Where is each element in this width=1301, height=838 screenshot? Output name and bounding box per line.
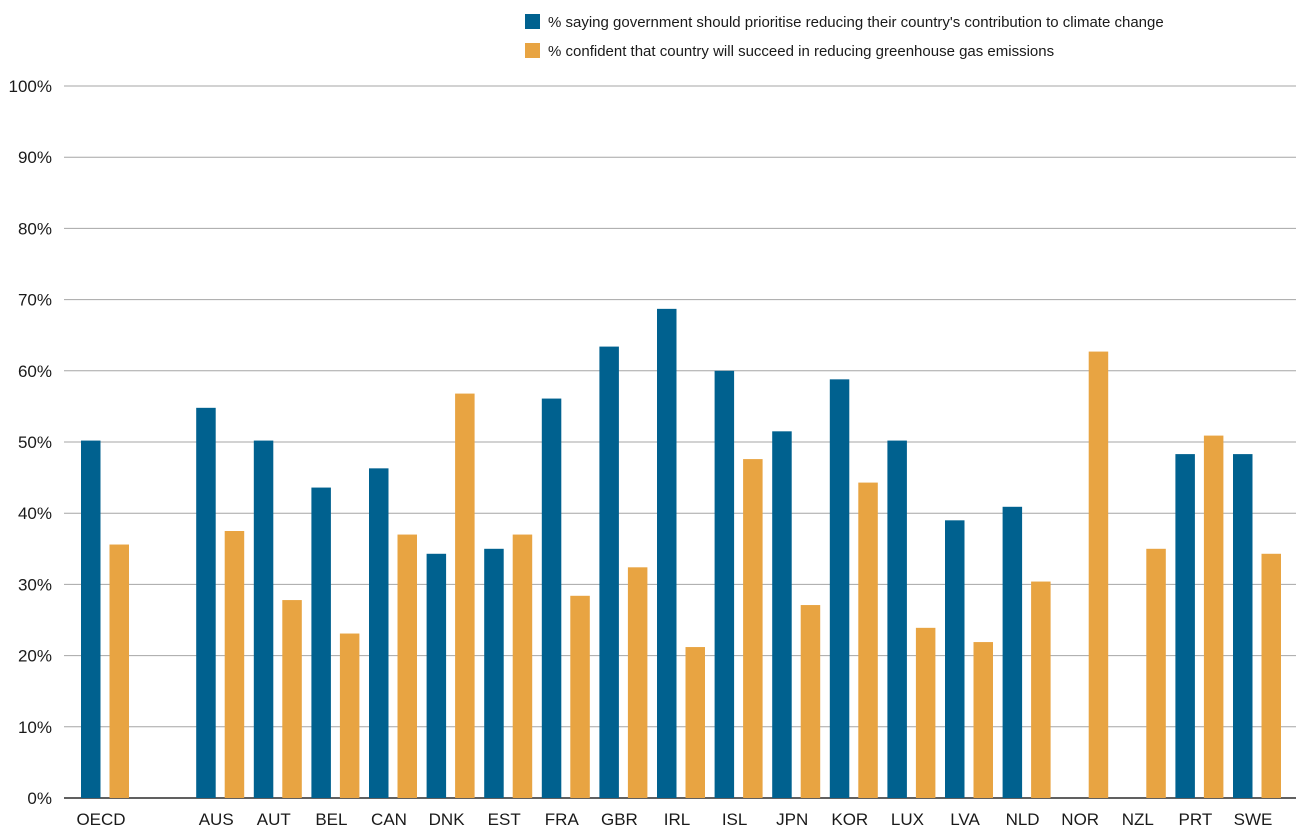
bar-series2-swe xyxy=(1261,553,1281,798)
x-tick-label: NLD xyxy=(1006,810,1040,829)
bars xyxy=(81,308,1281,798)
legend: % saying government should prioritise re… xyxy=(525,14,1164,60)
y-tick-label: 10% xyxy=(18,718,52,737)
bar-series2-nzl xyxy=(1146,548,1166,798)
x-tick-label: CAN xyxy=(371,810,407,829)
bar-series1-aus xyxy=(196,407,216,798)
bar-series1-dnk xyxy=(426,553,447,798)
x-tick-label: BEL xyxy=(315,810,347,829)
y-tick-label: 100% xyxy=(9,77,52,96)
bar-series1-lux xyxy=(887,440,907,798)
x-tick-label: LUX xyxy=(891,810,924,829)
x-tick-label: NZL xyxy=(1122,810,1154,829)
x-tick-label: JPN xyxy=(776,810,808,829)
bar-series2-nld xyxy=(1031,581,1051,798)
bar-series2-bel xyxy=(339,633,360,798)
bar-series2-dnk xyxy=(455,393,475,798)
bar-series2-aut xyxy=(282,600,302,798)
y-tick-label: 80% xyxy=(18,219,52,238)
x-tick-label: AUS xyxy=(199,810,234,829)
bar-series1-isl xyxy=(714,370,735,798)
legend-swatch-series2 xyxy=(525,43,540,58)
bar-series1-jpn xyxy=(772,431,792,798)
bar-series1-irl xyxy=(657,308,677,798)
x-tick-label: IRL xyxy=(664,810,690,829)
x-axis-category-labels: OECD AUS AUT BEL CAN DNK EST FRA GBR IRL ISL JPN KOR… xyxy=(76,810,1272,829)
bar-series1-prt xyxy=(1175,454,1195,798)
bar-series2-can xyxy=(397,534,417,798)
bar-series1-est xyxy=(484,548,504,798)
y-tick-label: 90% xyxy=(18,148,52,167)
bar-series1-aut xyxy=(253,440,274,798)
y-tick-label: 60% xyxy=(18,362,52,381)
bar-series2-prt xyxy=(1203,435,1224,798)
bar-series2-gbr xyxy=(627,567,648,798)
legend-swatch-series1 xyxy=(525,14,540,29)
bar-series2-jpn xyxy=(800,605,821,798)
bar-series2-nor xyxy=(1088,351,1109,798)
x-tick-label: DNK xyxy=(429,810,466,829)
bar-series2-oecd xyxy=(109,544,129,798)
bar-series2-fra xyxy=(570,595,590,798)
bar-series1-oecd xyxy=(81,440,101,798)
x-tick-label: EST xyxy=(488,810,521,829)
legend-label-series2: % confident that country will succeed in… xyxy=(548,43,1054,60)
bar-series2-irl xyxy=(685,647,705,798)
bar-series2-lva xyxy=(973,642,993,798)
y-tick-label: 70% xyxy=(18,291,52,310)
y-tick-label: 20% xyxy=(18,647,52,666)
bar-series1-swe xyxy=(1233,454,1253,798)
y-tick-label: 30% xyxy=(18,575,52,594)
bar-series2-est xyxy=(512,534,533,798)
x-tick-label: FRA xyxy=(545,810,580,829)
bar-series2-lux xyxy=(915,627,936,798)
bar-series1-nld xyxy=(1002,506,1023,798)
x-tick-label: LVA xyxy=(950,810,980,829)
bar-series2-isl xyxy=(743,459,763,798)
bar-series2-aus xyxy=(224,531,245,798)
y-axis-tick-labels: 0% 10% 20% 30% 40% 50% 60% 70% 80% 90% 100% xyxy=(9,77,52,808)
bar-series1-can xyxy=(369,468,389,798)
y-tick-label: 0% xyxy=(27,789,52,808)
x-tick-label: NOR xyxy=(1061,810,1099,829)
bar-series1-fra xyxy=(541,398,562,798)
x-tick-label: SWE xyxy=(1234,810,1273,829)
grid xyxy=(64,85,1296,799)
x-tick-label: OECD xyxy=(76,810,125,829)
bar-series2-kor xyxy=(858,482,878,798)
bar-series1-bel xyxy=(311,487,331,798)
x-tick-label: GBR xyxy=(601,810,638,829)
bar-series1-kor xyxy=(829,379,850,798)
legend-label-series1: % saying government should prioritise re… xyxy=(548,14,1164,31)
y-tick-label: 50% xyxy=(18,433,52,452)
x-tick-label: KOR xyxy=(831,810,868,829)
bar-series1-lva xyxy=(945,520,965,798)
bar-series1-gbr xyxy=(599,346,619,798)
x-tick-label: AUT xyxy=(257,810,291,829)
y-tick-label: 40% xyxy=(18,504,52,523)
x-tick-label: ISL xyxy=(722,810,748,829)
x-tick-label: PRT xyxy=(1179,810,1213,829)
